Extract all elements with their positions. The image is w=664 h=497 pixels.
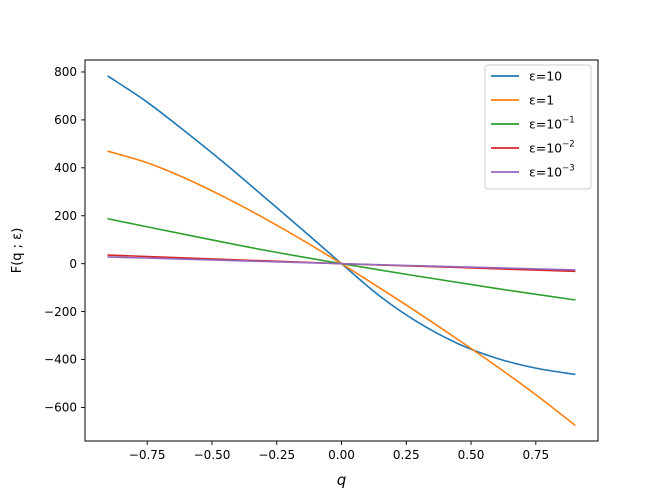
legend-label-3: ε=10−1 — [529, 116, 575, 132]
y-axis-ticks: −600 −400 −200 0 200 400 600 800 — [44, 65, 85, 415]
legend-label-4: ε=10−2 — [529, 140, 575, 156]
x-tick-label: 0.50 — [458, 448, 485, 462]
y-tick-label: 600 — [54, 113, 77, 127]
legend-label-5: ε=10−3 — [529, 164, 575, 180]
y-tick-label: 0 — [69, 257, 77, 271]
x-tick-label: −0.25 — [258, 448, 295, 462]
legend-label-1: ε=10 — [529, 69, 562, 84]
x-tick-label: 0.75 — [522, 448, 549, 462]
legend-box — [484, 64, 592, 190]
series-line-5 — [107, 256, 576, 271]
y-tick-label: −200 — [44, 305, 77, 319]
legend-label-2: ε=1 — [529, 93, 554, 108]
x-axis-label: q — [337, 471, 347, 489]
x-tick-label: −0.50 — [194, 448, 231, 462]
y-tick-label: 800 — [54, 65, 77, 79]
x-tick-label: 0.00 — [328, 448, 355, 462]
y-tick-label: 200 — [54, 209, 77, 223]
x-axis-ticks: −0.75 −0.50 −0.25 0.00 0.25 0.50 0.75 — [129, 441, 549, 462]
x-tick-label: −0.75 — [129, 448, 166, 462]
x-tick-label: 0.25 — [393, 448, 420, 462]
y-tick-label: −400 — [44, 353, 77, 367]
legend: ε=10 ε=1 ε=10−1 ε=10−2 ε=10−3 — [484, 64, 592, 190]
plot-frame — [84, 59, 599, 442]
y-axis-label: F(q ; ε) — [10, 228, 25, 274]
y-tick-label: 400 — [54, 161, 77, 175]
y-tick-label: −600 — [44, 401, 77, 415]
series-layer — [107, 75, 576, 427]
